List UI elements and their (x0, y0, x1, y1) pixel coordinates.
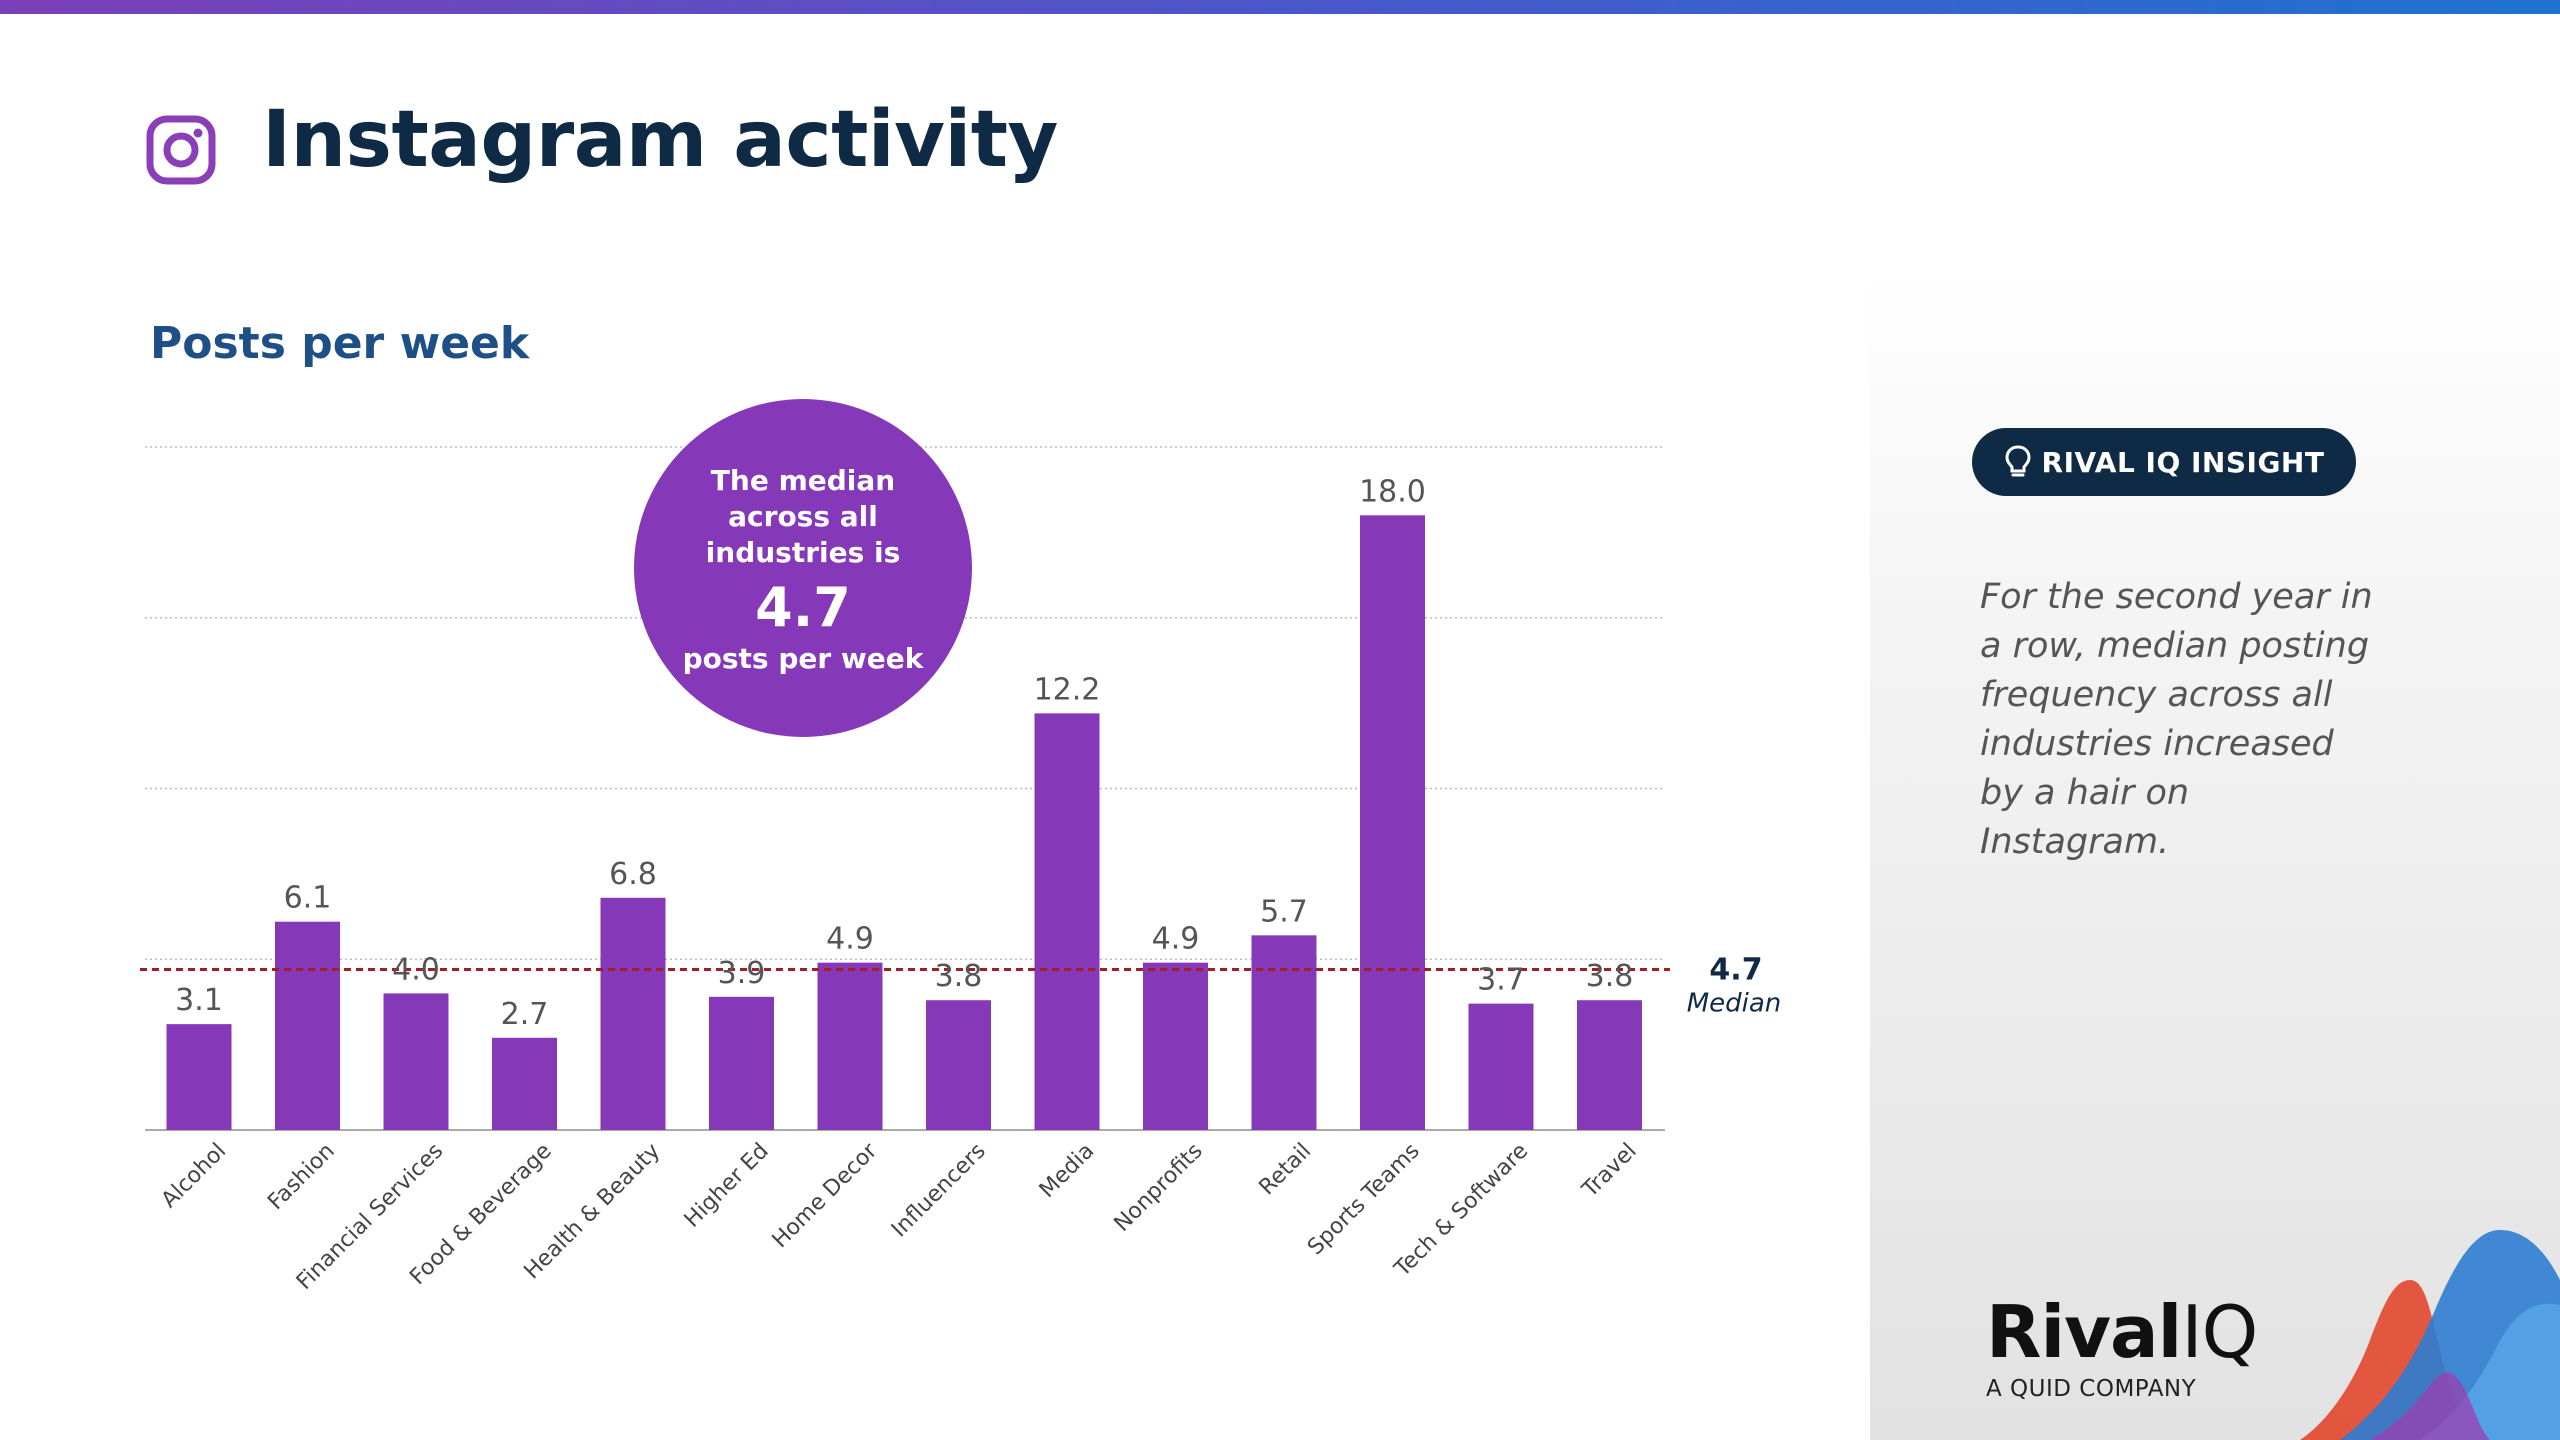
callout-line3: industries is (706, 536, 901, 569)
value-label-0: 3.1 (175, 983, 223, 1018)
decorative-waves (2300, 1230, 2560, 1440)
callout-line2: across all (728, 500, 878, 533)
value-label-2: 4.0 (392, 952, 440, 987)
category-label-0: Alcohol (157, 1139, 231, 1213)
bars (166, 515, 1642, 1130)
value-label-5: 3.9 (718, 956, 766, 991)
category-label-1: Fashion (263, 1139, 339, 1215)
logo-tagline: A QUID COMPANY (1986, 1376, 2197, 1402)
category-label-5: Higher Ed (680, 1139, 774, 1233)
median-text-label: Median (1687, 988, 1782, 1018)
bar-1 (275, 921, 340, 1130)
callout-line1: The median (711, 464, 895, 497)
median-layer: 4.7 Median (140, 952, 1781, 1018)
value-label-12: 3.7 (1477, 963, 1525, 998)
value-label-1: 6.1 (284, 881, 332, 916)
bar-9 (1143, 962, 1208, 1130)
value-label-3: 2.7 (501, 997, 549, 1032)
category-label-11: Sports Teams (1303, 1139, 1425, 1261)
bar-8 (1034, 713, 1100, 1130)
insight-badge-label: RIVAL IQ INSIGHT (2041, 445, 2325, 479)
value-label-6: 4.9 (826, 922, 874, 957)
value-label-8: 12.2 (1034, 672, 1101, 707)
callout-value: 4.7 (755, 576, 851, 639)
category-label-10: Retail (1255, 1139, 1317, 1201)
value-label-11: 18.0 (1359, 474, 1426, 509)
bar-7 (926, 1000, 991, 1130)
bar-chart: 4.7 Median 3.1 6.1 4.0 2.7 6.8 3.9 4.9 3.8 12.2 4… (140, 399, 1781, 1295)
chart-subtitle: Posts per week (150, 318, 530, 369)
bar-13 (1577, 1000, 1642, 1130)
insight-text: For the second year in a row, median pos… (1980, 577, 2373, 862)
bar-3 (492, 1037, 557, 1130)
bar-10 (1251, 935, 1317, 1130)
lightbulb-icon (2005, 445, 2031, 477)
value-label-13: 3.8 (1586, 959, 1634, 994)
bar-4 (600, 897, 666, 1130)
logo-rival: Rival (1986, 1290, 2182, 1374)
value-label-7: 3.8 (935, 959, 983, 994)
bar-12 (1468, 1003, 1534, 1130)
rival-iq-logo: RivalIQ A QUID COMPANY (1986, 1296, 2258, 1402)
median-value-label: 4.7 (1709, 952, 1762, 987)
value-labels: 3.1 6.1 4.0 2.7 6.8 3.9 4.9 3.8 12.2 4.9 5.7 18.0 3.… (175, 474, 1633, 1031)
instagram-icon (146, 115, 216, 185)
top-accent-bar (0, 0, 2560, 14)
bar-0 (166, 1024, 232, 1130)
bar-2 (383, 993, 449, 1130)
logo-wordmark: RivalIQ (1986, 1296, 2258, 1368)
category-label-8: Media (1035, 1139, 1099, 1203)
bar-5 (709, 996, 774, 1130)
median-callout-bubble: The median across all industries is 4.7 … (634, 399, 972, 737)
bar-6 (817, 962, 883, 1130)
logo-iq: IQ (2181, 1290, 2258, 1374)
value-label-4: 6.8 (609, 857, 657, 892)
category-label-9: Nonprofits (1110, 1139, 1208, 1237)
callout-unit: posts per week (683, 642, 925, 675)
category-label-13: Travel (1577, 1139, 1642, 1204)
insight-badge: RIVAL IQ INSIGHT (1972, 428, 2356, 496)
category-label-6: Home Decor (768, 1138, 883, 1253)
category-label-7: Influencers (887, 1139, 991, 1243)
value-label-9: 4.9 (1152, 922, 1200, 957)
value-label-10: 5.7 (1260, 894, 1308, 929)
bar-11 (1360, 515, 1425, 1130)
callout-circle (634, 399, 972, 737)
page-title: Instagram activity (262, 95, 1058, 185)
